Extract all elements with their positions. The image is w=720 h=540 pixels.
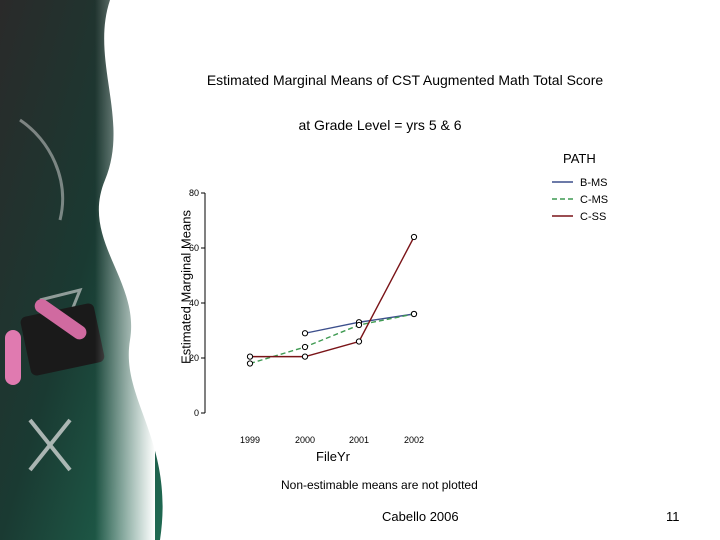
data-point-c-ss	[301, 353, 309, 360]
data-point-c-ms	[301, 343, 309, 351]
legend-item-label: C-SS	[580, 211, 606, 223]
y-tick-label: 40	[189, 298, 199, 308]
x-tick-label: 2000	[295, 435, 315, 445]
chalk-eraser-image	[5, 298, 105, 385]
data-point-b-ms	[301, 330, 309, 337]
x-tick-label: 1999	[240, 435, 260, 445]
data-point-c-ms	[246, 360, 254, 367]
legend-item-label: C-MS	[580, 194, 608, 206]
data-point-c-ss	[246, 353, 254, 360]
y-tick-label: 0	[194, 408, 199, 418]
footnote: Non-estimable means are not plotted	[281, 478, 478, 492]
slide-number: 11	[666, 509, 680, 524]
y-tick-label: 20	[189, 353, 199, 363]
legend-item-label: B-MS	[580, 177, 608, 189]
series-line-c-ss	[250, 236, 415, 358]
x-axis-label: FileYr	[316, 449, 350, 464]
chart-title: Estimated Marginal Means of CST Augmente…	[206, 72, 604, 88]
y-tick-label: 60	[189, 243, 199, 253]
y-tick-label: 80	[189, 188, 199, 198]
legend-title: PATH	[563, 151, 596, 166]
data-point-c-ms	[410, 310, 418, 318]
x-tick-label: 2001	[349, 435, 369, 445]
author-credit: Cabello 2006	[382, 509, 459, 524]
chart-subtitle: at Grade Level = yrs 5 & 6	[298, 117, 462, 133]
series-line-c-ms	[249, 313, 415, 365]
data-point-c-ms	[355, 321, 363, 329]
data-point-c-ss	[410, 233, 418, 241]
data-point-c-ss	[355, 338, 363, 345]
x-tick-label: 2002	[404, 435, 424, 445]
